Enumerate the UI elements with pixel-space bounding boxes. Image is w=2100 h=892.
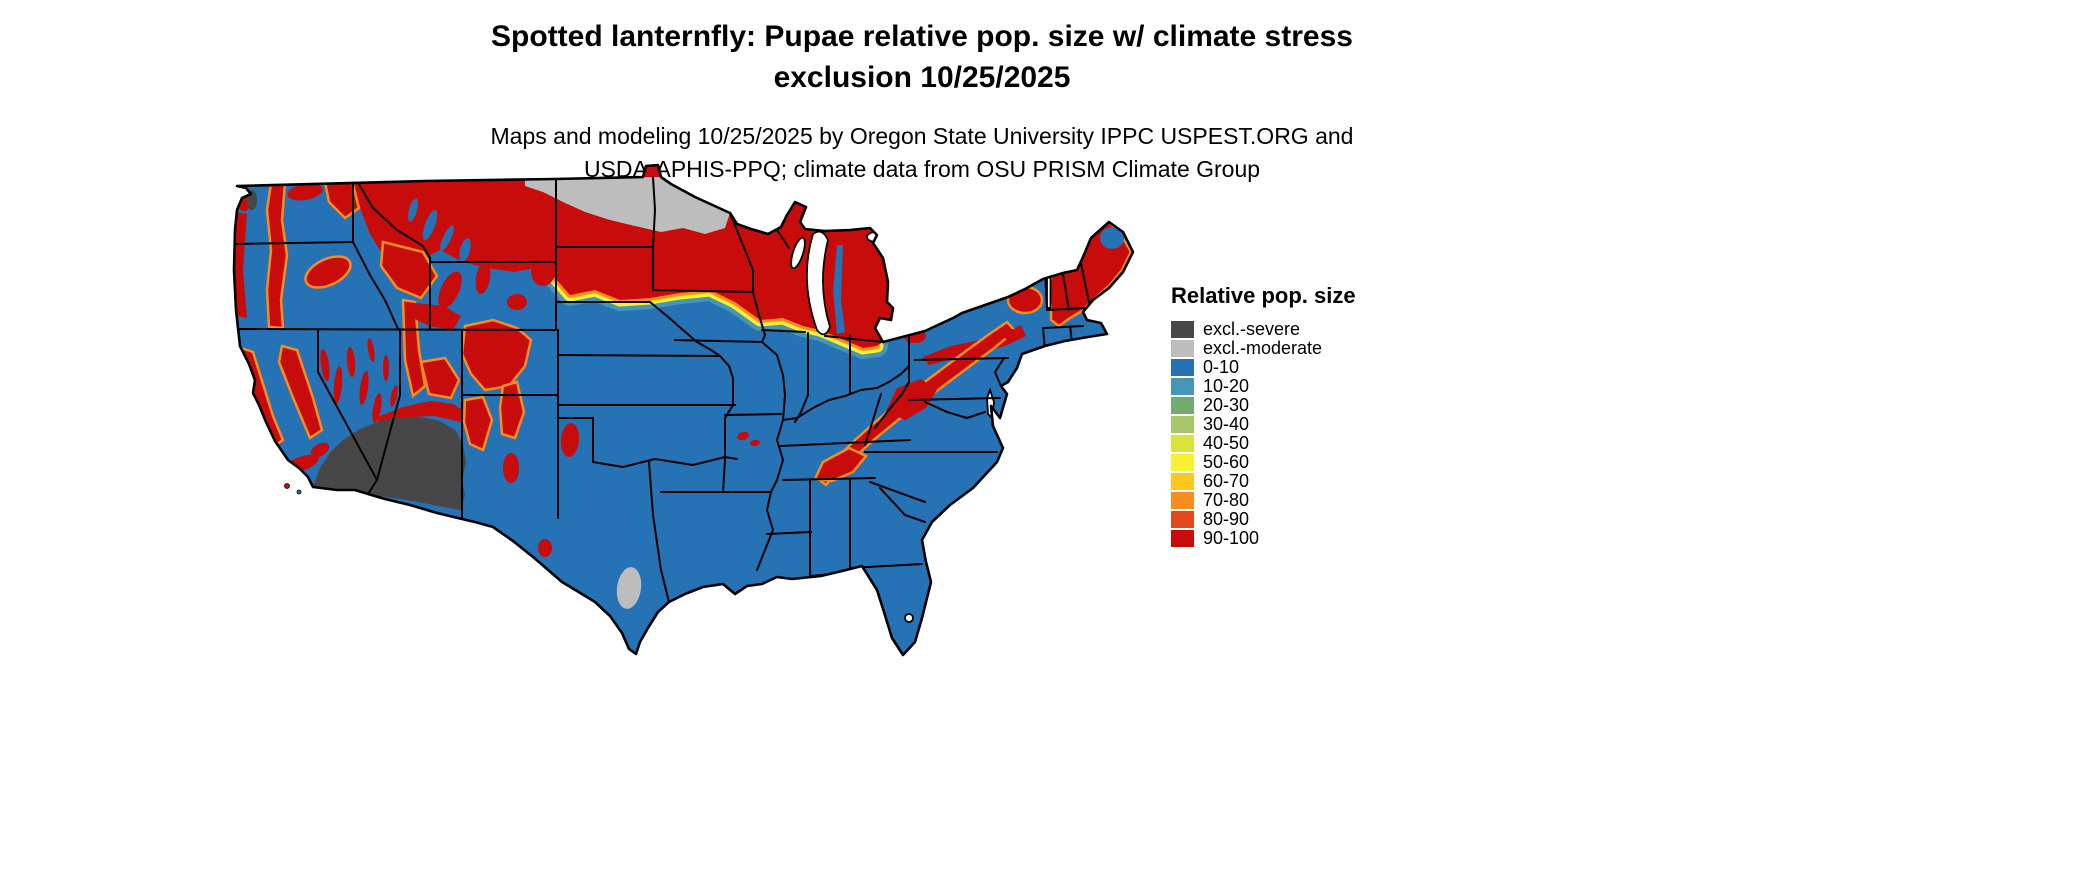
legend-label: 10-20 — [1203, 376, 1250, 396]
header: Spotted lanternfly: Pupae relative pop. … — [0, 16, 1844, 186]
legend-label: 90-100 — [1203, 528, 1260, 548]
legend-swatch-30-40 — [1171, 416, 1194, 433]
map-red-north-band — [353, 165, 893, 348]
legend-swatch-10-20 — [1171, 378, 1194, 395]
map-exclusion-moderate — [525, 177, 730, 609]
legend-row: 40-50 — [1171, 433, 1401, 453]
legend-row: 90-100 — [1171, 528, 1401, 548]
legend-label: 70-80 — [1203, 490, 1250, 510]
legend-swatch-70-80 — [1171, 492, 1194, 509]
legend-swatch-40-50 — [1171, 435, 1194, 452]
channel-islands — [284, 483, 302, 495]
legend-row: 60-70 — [1171, 471, 1401, 491]
legend-swatch-50-60 — [1171, 454, 1194, 471]
page-title: Spotted lanternfly: Pupae relative pop. … — [0, 16, 1844, 98]
legend-row: 80-90 — [1171, 509, 1401, 529]
legend-label: excl.-moderate — [1203, 338, 1323, 358]
legend-swatch-excl-moderate — [1171, 340, 1194, 357]
legend-row: 10-20 — [1171, 376, 1401, 396]
legend-label: excl.-severe — [1203, 319, 1301, 339]
map-container — [225, 150, 1145, 665]
legend-swatch-20-30 — [1171, 397, 1194, 414]
map-blue-holes — [408, 198, 1124, 334]
legend-title: Relative pop. size — [1171, 283, 1356, 308]
legend-row: excl.-moderate — [1171, 338, 1401, 358]
legend-row: 20-30 — [1171, 395, 1401, 415]
legend-row: 50-60 — [1171, 452, 1401, 472]
page-subtitle-line2: USDA-APHIS-PPQ; climate data from OSU PR… — [583, 156, 1261, 182]
us-map — [232, 163, 1135, 657]
legend-swatch-90-100 — [1171, 530, 1194, 547]
map-red-west-regions — [234, 179, 580, 557]
page-subtitle-line1: Maps and modeling 10/25/2025 by Oregon S… — [490, 123, 1354, 149]
legend-label: 80-90 — [1203, 509, 1250, 529]
legend-label: 60-70 — [1203, 471, 1250, 491]
legend-label: 20-30 — [1203, 395, 1250, 415]
legend-row: 0-10 — [1171, 357, 1401, 377]
legend-label: 30-40 — [1203, 414, 1250, 434]
legend-label: 40-50 — [1203, 433, 1250, 453]
legend-swatch-60-70 — [1171, 473, 1194, 490]
page-subtitle: Maps and modeling 10/25/2025 by Oregon S… — [0, 120, 1844, 186]
legend-row: 70-80 — [1171, 490, 1401, 510]
legend: Relative pop. size excl.-severe excl.-mo… — [1171, 283, 1401, 549]
legend-row: 30-40 — [1171, 414, 1401, 434]
legend-label: 50-60 — [1203, 452, 1250, 472]
us-outline — [232, 163, 1135, 657]
page-title-line1: Spotted lanternfly: Pupae relative pop. … — [491, 20, 1353, 53]
legend-swatch-80-90 — [1171, 511, 1194, 528]
legend-row: excl.-severe — [1171, 319, 1401, 339]
legend-swatch-excl-severe — [1171, 321, 1194, 338]
page-title-line2: exclusion 10/25/2025 — [773, 61, 1071, 94]
legend-swatch-0-10 — [1171, 359, 1194, 376]
legend-label: 0-10 — [1203, 357, 1240, 377]
